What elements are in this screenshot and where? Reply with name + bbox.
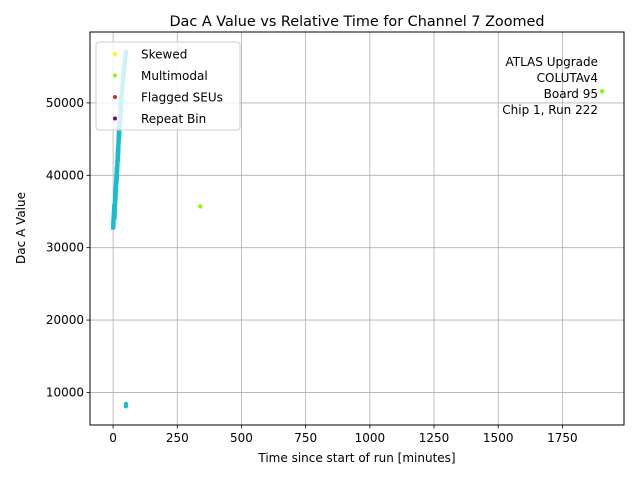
x-tick-label: 1500: [483, 431, 514, 445]
legend-label: Repeat Bin: [141, 112, 206, 126]
legend: Skewed Multimodal Flagged SEUs Repeat Bin: [95, 41, 241, 131]
x-tick-label: 0: [109, 431, 117, 445]
y-tick-label: 50000: [46, 96, 84, 110]
legend-marker: [113, 73, 117, 78]
y-tick-label: 10000: [46, 385, 84, 399]
y-tick-label: 30000: [46, 241, 84, 255]
y-tick-label: 20000: [46, 313, 84, 327]
x-tick-label: 1250: [419, 431, 450, 445]
series-points: [198, 89, 605, 209]
y-tick-label: 40000: [46, 168, 84, 182]
legend-box: [95, 41, 241, 131]
annotation-line: ATLAS Upgrade: [505, 55, 598, 69]
grid-lines: [90, 32, 624, 425]
series-point: [198, 204, 203, 209]
series-point: [599, 89, 605, 94]
y-axis-label: Dac A Value: [14, 192, 28, 264]
annotation-line: Board 95: [544, 87, 598, 101]
legend-label: Multimodal: [141, 69, 208, 83]
x-tick-label: 1000: [355, 431, 386, 445]
annotation-line: COLUTAv4: [537, 71, 598, 85]
plot-frame: [89, 31, 625, 426]
legend-marker: [113, 52, 117, 56]
legend-marker: [113, 95, 117, 99]
annotation-line: Chip 1, Run 222: [502, 103, 598, 117]
legend-label: Flagged SEUs: [141, 91, 223, 105]
x-tick-label: 750: [294, 431, 317, 445]
legend-label: Skewed: [141, 48, 187, 62]
run-annotation: ATLAS Upgrade COLUTAv4 Board 95 Chip 1, Run…: [502, 55, 598, 117]
y-axis-ticks: 10000 20000 30000 40000 50000: [46, 96, 90, 399]
x-tick-label: 250: [166, 431, 189, 445]
chart-title: Dac A Value vs Relative Time for Channel…: [169, 14, 544, 30]
legend-marker: [113, 116, 117, 121]
x-axis-ticks: 0 250 500 750 1000 1250 1500 1750: [109, 425, 578, 445]
x-axis-label: Time since start of run [minutes]: [257, 451, 455, 465]
x-tick-label: 500: [230, 431, 253, 445]
x-tick-label: 1750: [547, 431, 578, 445]
main-band-outlier-point: [123, 401, 129, 407]
